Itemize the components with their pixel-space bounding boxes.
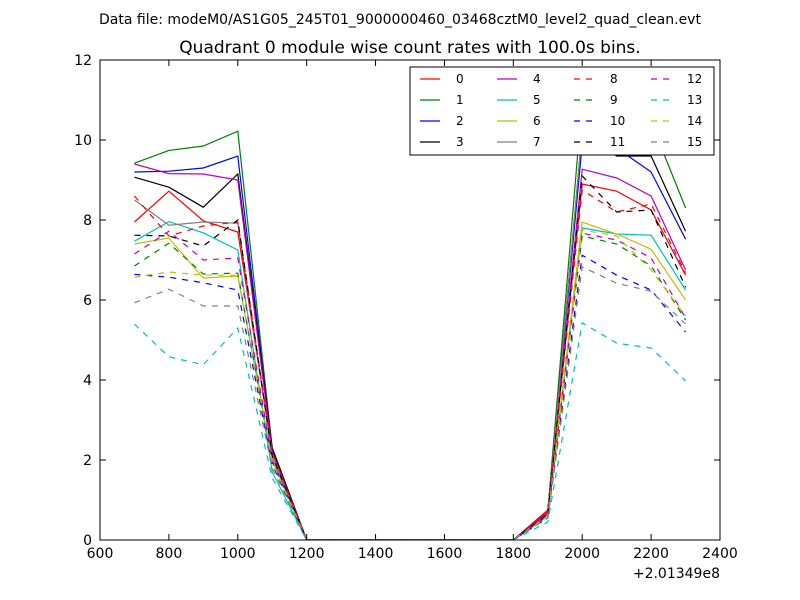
y-tick-label: 0 xyxy=(83,533,92,549)
series-line-8 xyxy=(133,188,687,540)
y-tick-label: 2 xyxy=(83,453,92,469)
legend-label-8: 8 xyxy=(610,72,618,86)
x-tick-label: 1200 xyxy=(289,546,325,562)
x-tick-label: 2200 xyxy=(633,546,669,562)
legend-label-4: 4 xyxy=(533,72,541,86)
legend-label-2: 2 xyxy=(456,114,464,128)
x-tick-label: 1800 xyxy=(496,546,532,562)
x-tick-label: 1400 xyxy=(358,546,394,562)
y-tick-label: 8 xyxy=(83,213,92,229)
series-line-6 xyxy=(134,221,687,540)
x-tick-label: 1600 xyxy=(427,546,463,562)
x-tick-label: 600 xyxy=(87,546,114,562)
plot-area: 600 800 1000 1200 1400 1600 1800 2000 2200 2400 0 2… xyxy=(74,53,738,562)
chart-title: Quadrant 0 module wise count rates with … xyxy=(179,38,640,58)
legend-label-10: 10 xyxy=(610,114,625,128)
legend-label-13: 13 xyxy=(687,93,702,107)
series-line-9 xyxy=(134,235,687,540)
series-line-0 xyxy=(134,183,687,540)
series-line-15 xyxy=(134,265,687,540)
legend-label-14: 14 xyxy=(687,114,702,128)
series-line-14 xyxy=(134,229,687,540)
series-line-3 xyxy=(134,130,687,540)
series-line-5 xyxy=(134,220,687,540)
data-file-title: Data file: modeM0/AS1G05_245T01_90000004… xyxy=(99,12,701,28)
legend-label-7: 7 xyxy=(533,135,541,149)
series-line-13 xyxy=(133,321,687,540)
y-tick-label: 10 xyxy=(74,133,92,149)
legend-label-1: 1 xyxy=(456,93,464,107)
legend-label-11: 11 xyxy=(610,135,625,149)
x-axis-offset-label: +2.01349e8 xyxy=(633,566,720,582)
x-tick-label: 1000 xyxy=(220,546,256,562)
x-tick-label: 800 xyxy=(156,546,183,562)
series-line-7 xyxy=(134,123,686,540)
series-line-4 xyxy=(134,163,687,540)
y-tick-label: 4 xyxy=(83,373,92,389)
legend-label-15: 15 xyxy=(687,135,702,149)
series-line-12 xyxy=(134,230,687,540)
legend-label-9: 9 xyxy=(610,93,618,107)
series-line-10 xyxy=(134,254,687,540)
legend-label-5: 5 xyxy=(533,93,541,107)
series-group xyxy=(133,98,687,540)
x-tick-label: 2000 xyxy=(564,546,600,562)
x-tick-label: 2400 xyxy=(702,546,738,562)
y-tick-label: 12 xyxy=(74,53,92,69)
legend-label-6: 6 xyxy=(533,114,541,128)
legend-label-3: 3 xyxy=(456,135,464,149)
legend-label-0: 0 xyxy=(456,72,464,86)
series-line-1 xyxy=(134,98,687,540)
legend-box xyxy=(409,66,715,156)
legend-label-12: 12 xyxy=(687,72,702,86)
y-tick-label: 6 xyxy=(83,293,92,309)
series-line-11 xyxy=(134,174,687,540)
